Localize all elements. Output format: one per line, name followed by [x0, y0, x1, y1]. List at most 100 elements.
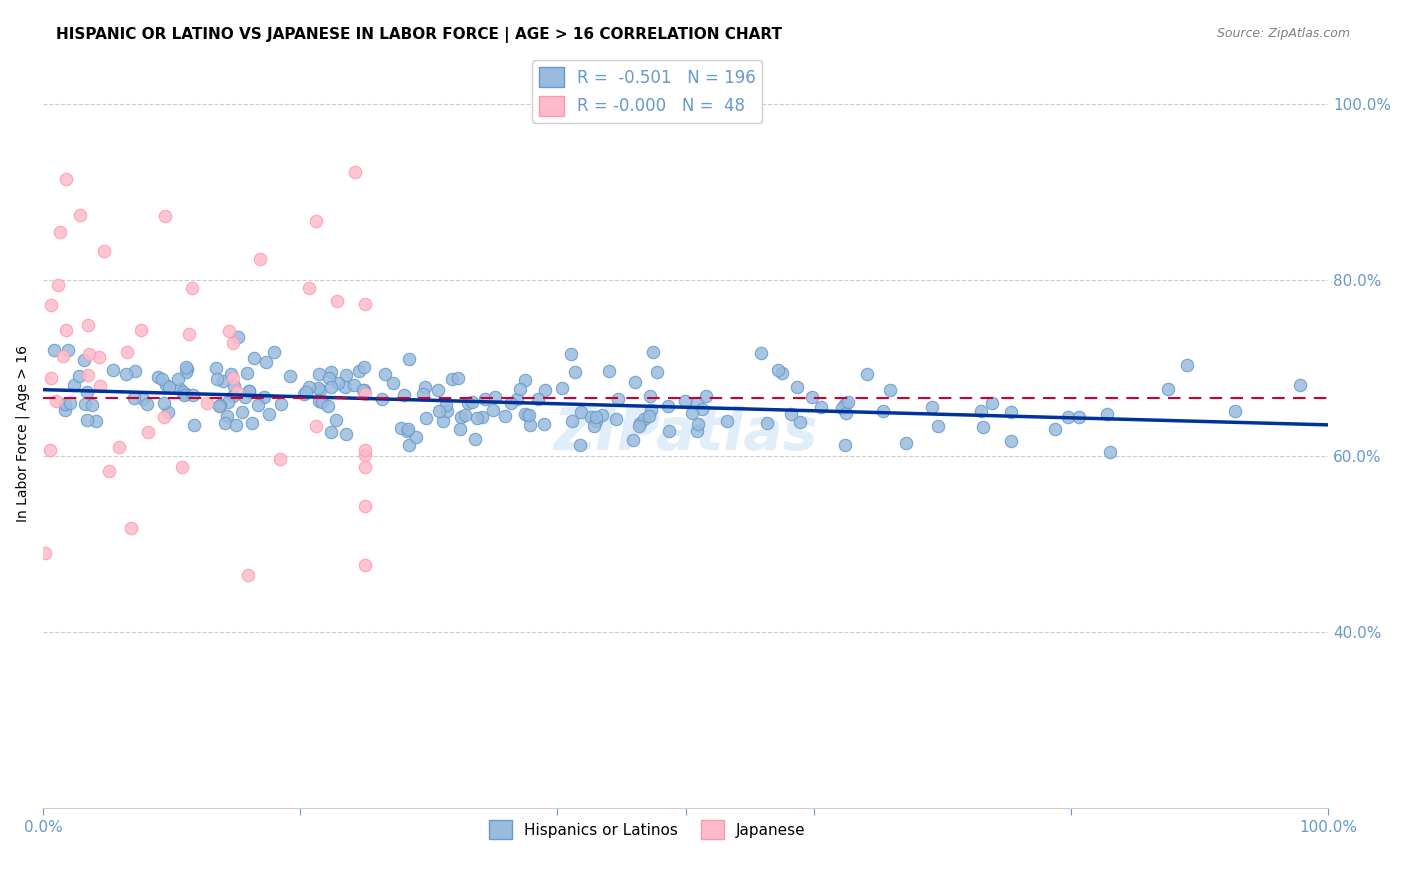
- Point: [167, 372, 190, 386]
- Point: [353, 558, 375, 572]
- Point: [49, 225, 72, 239]
- Point: [205, 361, 228, 376]
- Point: [235, 366, 257, 380]
- Point: [432, 414, 454, 428]
- Point: [392, 387, 415, 401]
- Point: [52, 349, 75, 363]
- Point: [494, 409, 516, 423]
- Point: [1057, 410, 1080, 425]
- Point: [308, 367, 330, 381]
- Point: [77, 368, 100, 382]
- Point: [396, 424, 419, 438]
- Point: [305, 418, 328, 433]
- Point: [457, 396, 479, 410]
- Point: [155, 209, 177, 223]
- Point: [1043, 422, 1066, 436]
- Point: [970, 404, 993, 418]
- Point: [236, 567, 259, 582]
- Point: [450, 409, 472, 424]
- Point: [212, 374, 235, 388]
- Point: [398, 438, 420, 452]
- Point: [157, 380, 180, 394]
- Point: [835, 406, 858, 420]
- Point: [84, 414, 107, 428]
- Point: [257, 407, 280, 421]
- Point: [353, 383, 375, 397]
- Point: [513, 373, 536, 387]
- Point: [82, 398, 104, 412]
- Point: [172, 384, 194, 399]
- Point: [1000, 405, 1022, 419]
- Point: [53, 397, 76, 411]
- Point: [172, 459, 194, 474]
- Point: [1095, 408, 1118, 422]
- Point: [353, 448, 375, 462]
- Legend: Hispanics or Latinos, Japanese: Hispanics or Latinos, Japanese: [482, 814, 811, 845]
- Point: [93, 244, 115, 258]
- Point: [58, 343, 80, 358]
- Point: [405, 430, 427, 444]
- Point: [76, 318, 98, 332]
- Point: [454, 409, 477, 423]
- Point: [328, 376, 350, 390]
- Point: [564, 365, 586, 379]
- Point: [305, 213, 328, 227]
- Point: [396, 422, 419, 436]
- Point: [519, 417, 541, 432]
- Text: Source: ZipAtlas.com: Source: ZipAtlas.com: [1216, 27, 1350, 40]
- Point: [225, 418, 247, 433]
- Point: [755, 416, 778, 430]
- Point: [73, 352, 96, 367]
- Point: [67, 368, 90, 383]
- Point: [686, 425, 709, 439]
- Point: [214, 416, 236, 430]
- Point: [42, 343, 65, 358]
- Point: [447, 371, 470, 385]
- Point: [292, 387, 315, 401]
- Point: [484, 390, 506, 404]
- Point: [561, 414, 583, 428]
- Point: [297, 380, 319, 394]
- Point: [73, 397, 96, 411]
- Point: [834, 397, 856, 411]
- Point: [311, 395, 333, 409]
- Point: [465, 410, 488, 425]
- Point: [270, 397, 292, 411]
- Point: [353, 359, 375, 374]
- Point: [263, 344, 285, 359]
- Point: [370, 392, 392, 406]
- Point: [673, 394, 696, 409]
- Point: [318, 371, 340, 385]
- Point: [59, 396, 82, 410]
- Text: HISPANIC OR LATINO VS JAPANESE IN LABOR FORCE | AGE > 16 CORRELATION CHART: HISPANIC OR LATINO VS JAPANESE IN LABOR …: [56, 27, 782, 43]
- Point: [333, 379, 356, 393]
- Point: [308, 384, 330, 398]
- Point: [643, 345, 665, 359]
- Point: [146, 370, 169, 384]
- Point: [585, 414, 607, 428]
- Point: [155, 378, 177, 392]
- Point: [69, 208, 91, 222]
- Point: [240, 416, 263, 430]
- Point: [349, 364, 371, 378]
- Point: [173, 387, 195, 401]
- Point: [316, 399, 339, 413]
- Point: [436, 403, 458, 417]
- Point: [516, 409, 538, 423]
- Point: [506, 392, 529, 406]
- Point: [132, 392, 155, 407]
- Point: [174, 365, 197, 379]
- Point: [224, 379, 246, 393]
- Point: [208, 398, 231, 412]
- Point: [1175, 359, 1198, 373]
- Point: [569, 438, 592, 452]
- Point: [972, 419, 994, 434]
- Point: [180, 280, 202, 294]
- Point: [398, 352, 420, 367]
- Point: [254, 354, 277, 368]
- Point: [434, 398, 457, 412]
- Point: [325, 413, 347, 427]
- Point: [221, 336, 243, 351]
- Point: [690, 401, 713, 416]
- Point: [136, 425, 159, 440]
